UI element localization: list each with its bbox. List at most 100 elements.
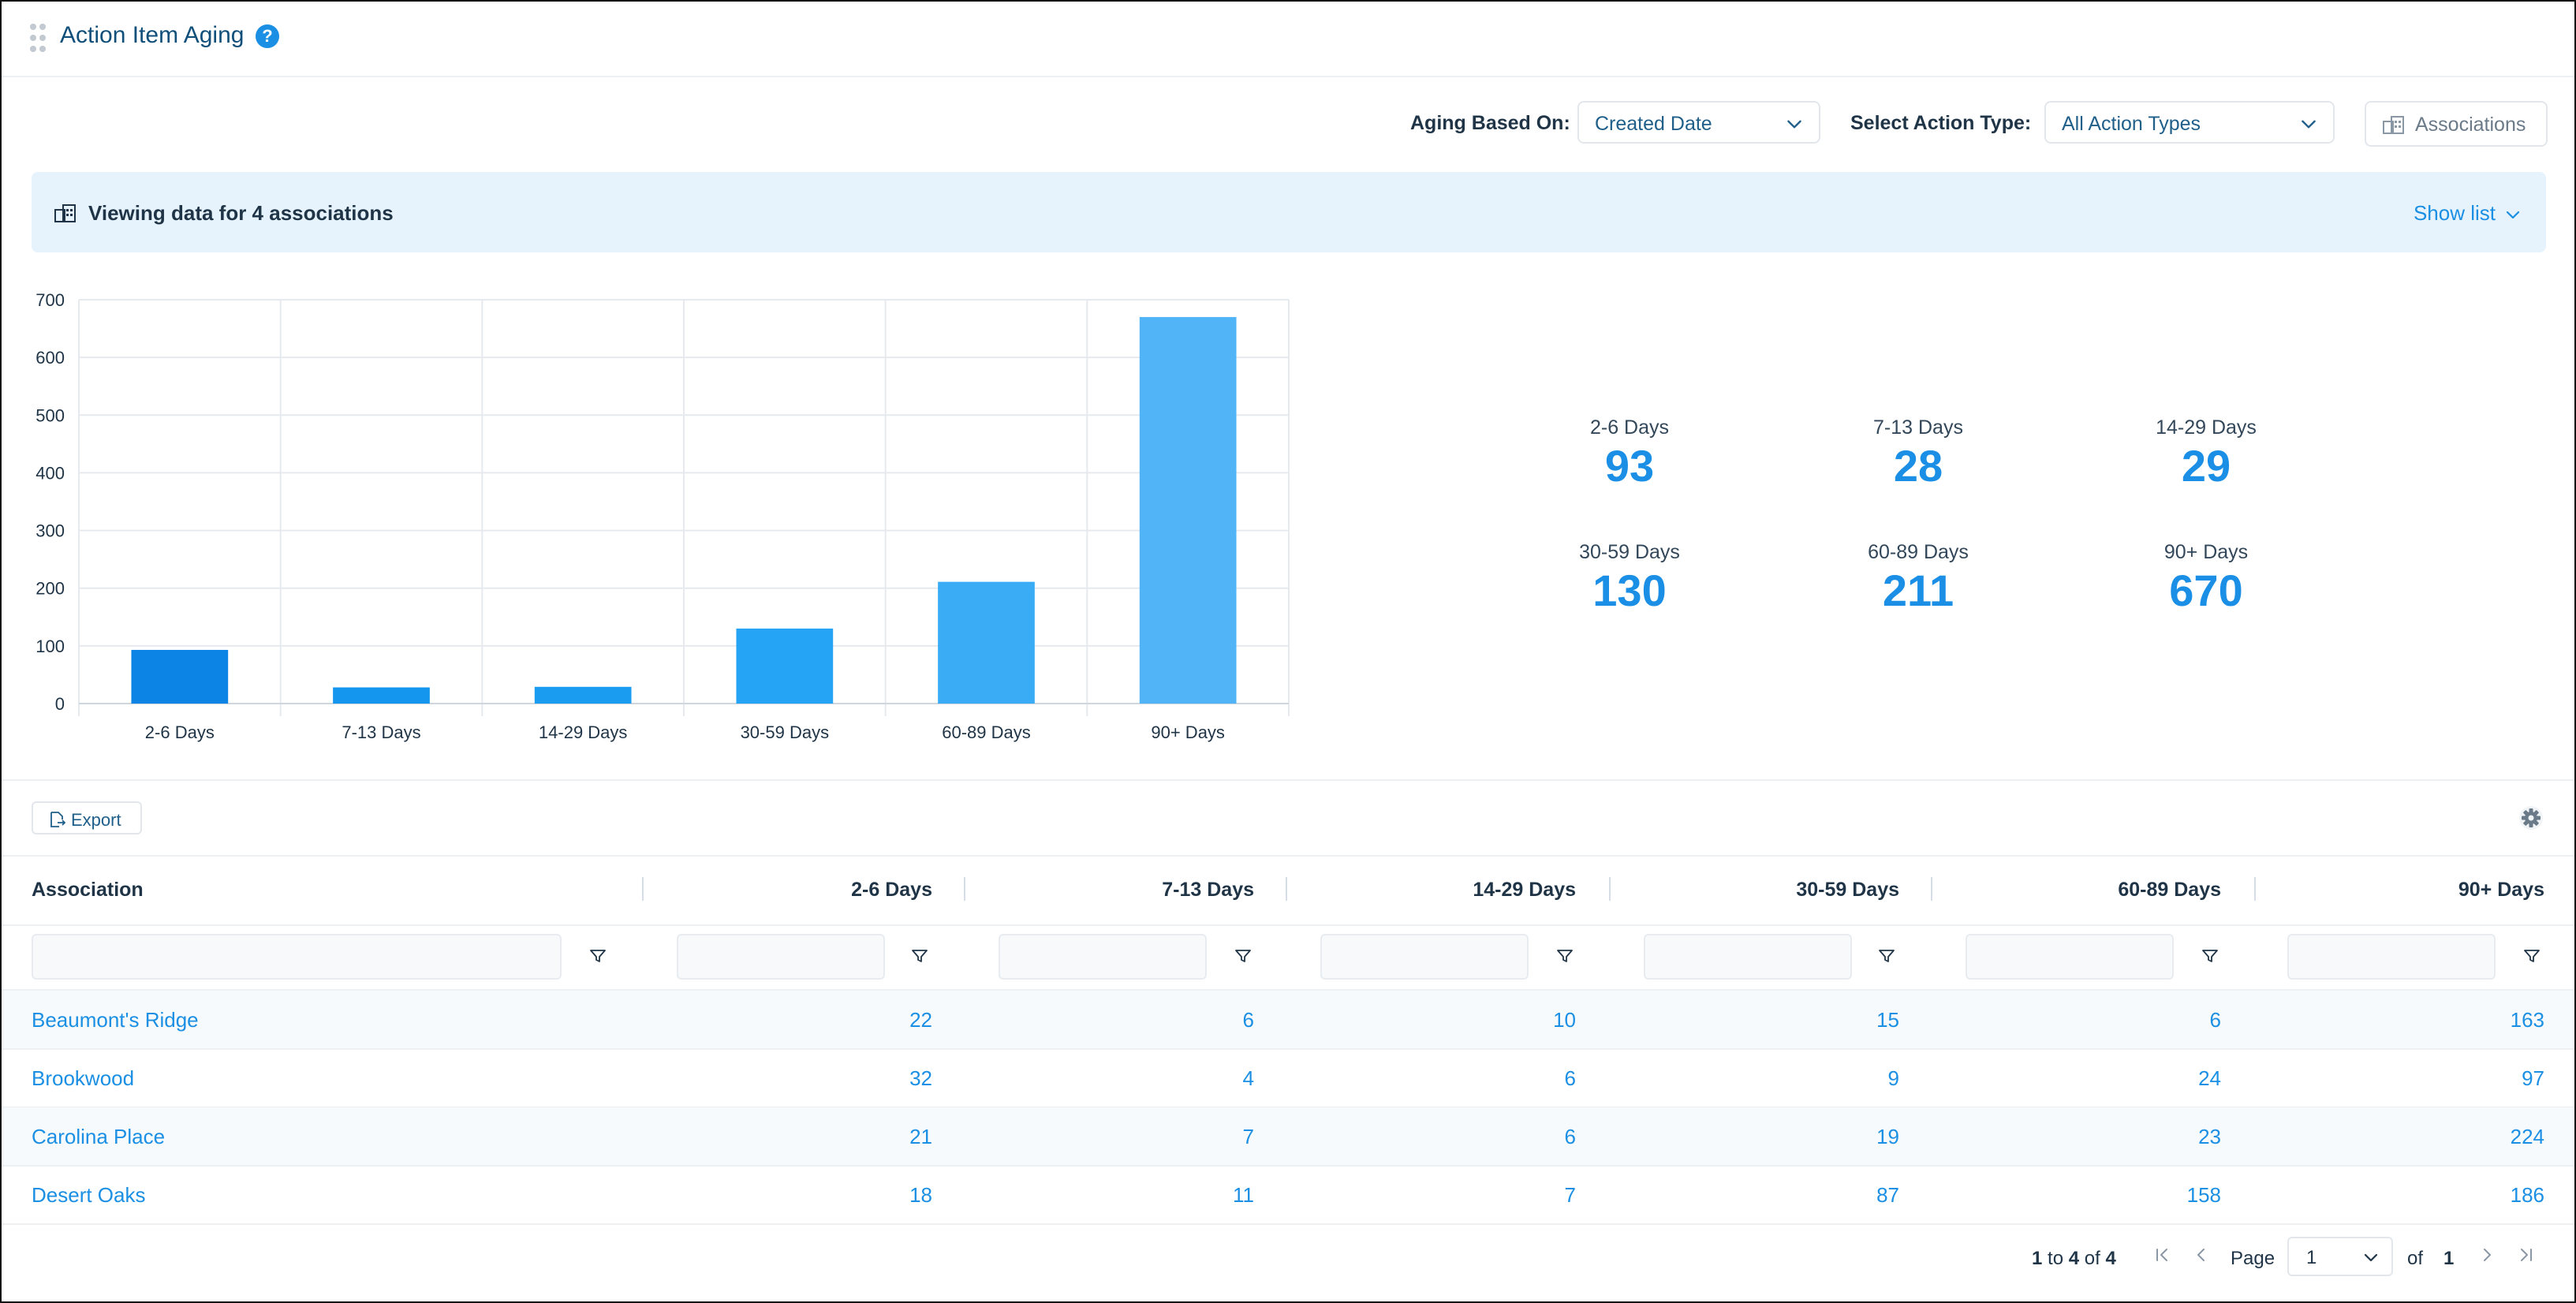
aging-based-on-select[interactable]: Created Date <box>1577 101 1820 144</box>
table-cell: 163 <box>2510 1008 2544 1032</box>
filter-icon[interactable] <box>1234 946 1253 965</box>
aging-based-on-value: Created Date <box>1595 113 1712 135</box>
table-cell: 22 <box>909 1008 932 1032</box>
filter-icon[interactable] <box>1877 946 1896 965</box>
page-select[interactable]: 1 <box>2287 1237 2393 1276</box>
column-filter-input[interactable] <box>677 934 885 980</box>
column-filter-input[interactable] <box>1966 934 2174 980</box>
help-icon[interactable]: ? <box>256 24 279 48</box>
column-resize-handle[interactable] <box>2254 877 2256 901</box>
aging-bar-chart: 0 100 200 300 400 500 600 700 2-6 Days 7-13 Days 1… <box>35 290 1290 742</box>
column-resize-handle[interactable] <box>1931 877 1932 901</box>
buildings-icon <box>2383 116 2404 134</box>
column-header[interactable]: 2-6 Days <box>851 879 932 901</box>
filter-icon[interactable] <box>910 946 929 965</box>
export-label: Export <box>71 810 121 830</box>
filter-icon[interactable] <box>588 946 607 965</box>
prev-page-icon[interactable] <box>2190 1243 2213 1267</box>
aging-based-on-label: Aging Based On: <box>1410 112 1570 134</box>
table-cell: 7 <box>1564 1183 1576 1207</box>
x-tick-label: 30-59 Days <box>741 722 830 742</box>
bar[interactable] <box>534 686 632 704</box>
table-cell: 186 <box>2510 1183 2544 1207</box>
next-page-icon[interactable] <box>2475 1243 2499 1267</box>
y-tick-label: 500 <box>35 405 65 425</box>
show-list-toggle[interactable]: Show list <box>2414 201 2522 226</box>
table-cell: 87 <box>1876 1183 1899 1207</box>
associations-button[interactable]: Associations <box>2365 101 2548 147</box>
x-tick-label: 14-29 Days <box>539 722 628 742</box>
bar[interactable] <box>333 687 430 704</box>
gear-icon[interactable] <box>2518 805 2544 831</box>
table-row[interactable]: Beaumont's Ridge 22 6 10 15 6 163 <box>2 991 2574 1050</box>
table-cell: 11 <box>1233 1183 1254 1207</box>
summary-label: 30-59 Days <box>1579 541 1680 563</box>
page-label: Page <box>2231 1248 2275 1269</box>
first-page-icon[interactable] <box>2150 1243 2174 1267</box>
y-tick-label: 700 <box>35 290 65 310</box>
bar[interactable] <box>1139 316 1237 704</box>
page-select-value: 1 <box>2306 1247 2317 1268</box>
drag-handle-icon[interactable] <box>30 24 47 52</box>
column-filter-input[interactable] <box>999 934 1207 980</box>
bar[interactable] <box>131 649 229 704</box>
summary-value: 93 <box>1604 441 1655 491</box>
column-header[interactable]: 30-59 Days <box>1796 879 1899 901</box>
x-tick-label: 7-13 Days <box>342 722 420 742</box>
table-cell: 21 <box>909 1125 932 1148</box>
table-cell: 32 <box>909 1066 932 1090</box>
association-link[interactable]: Brookwood <box>32 1066 135 1090</box>
filter-icon[interactable] <box>1555 946 1574 965</box>
column-header[interactable]: 60-89 Days <box>2118 879 2221 901</box>
column-resize-handle[interactable] <box>964 877 965 901</box>
bar[interactable] <box>938 581 1035 704</box>
summary-value: 28 <box>1893 441 1943 491</box>
table-cell: 4 <box>1242 1066 1254 1090</box>
column-filter-input[interactable] <box>1644 934 1852 980</box>
bar[interactable] <box>736 628 834 704</box>
association-link[interactable]: Carolina Place <box>32 1125 166 1148</box>
table-cell: 6 <box>1564 1125 1576 1148</box>
export-button[interactable]: Export <box>32 801 142 834</box>
chevron-down-icon <box>1787 120 1801 129</box>
banner-text: Viewing data for 4 associations <box>88 201 394 225</box>
filter-icon[interactable] <box>2201 946 2219 965</box>
column-filter-input[interactable] <box>2287 934 2496 980</box>
buildings-icon <box>54 204 76 222</box>
action-type-label: Select Action Type: <box>1850 112 2032 134</box>
table-cell: 9 <box>1887 1066 1899 1090</box>
summary-value: 29 <box>2181 441 2231 491</box>
table-cell: 23 <box>2198 1125 2221 1148</box>
column-resize-handle[interactable] <box>642 877 644 901</box>
column-filter-input[interactable] <box>1320 934 1529 980</box>
association-link[interactable]: Beaumont's Ridge <box>32 1008 199 1032</box>
table-cell: 6 <box>1564 1066 1576 1090</box>
column-filter-input[interactable] <box>32 934 562 980</box>
column-header[interactable]: Association <box>32 879 144 901</box>
summary-value: 211 <box>1882 566 1954 615</box>
column-header[interactable]: 7-13 Days <box>1162 879 1254 901</box>
action-type-select[interactable]: All Action Types <box>2044 101 2335 144</box>
x-tick-label: 90+ Days <box>1151 722 1225 742</box>
row-from: 1 <box>2032 1248 2043 1269</box>
page-count: 1 <box>2443 1248 2455 1269</box>
export-icon <box>50 812 66 827</box>
association-link[interactable]: Desert Oaks <box>32 1183 146 1207</box>
row-to: 4 <box>2068 1248 2080 1269</box>
filter-icon[interactable] <box>2522 946 2541 965</box>
page-title: Action Item Aging <box>60 22 245 48</box>
column-resize-handle[interactable] <box>1286 877 1287 901</box>
y-tick-label: 600 <box>35 348 65 368</box>
last-page-icon[interactable] <box>2514 1243 2538 1267</box>
column-header[interactable]: 90+ Days <box>2458 879 2544 901</box>
table-row[interactable]: Brookwood 32 4 6 9 24 97 <box>2 1049 2574 1108</box>
column-header[interactable]: 14-29 Days <box>1473 879 1576 901</box>
column-resize-handle[interactable] <box>1609 877 1611 901</box>
table-cell: 7 <box>1242 1125 1254 1148</box>
summary-value: 130 <box>1592 566 1667 615</box>
table-row[interactable]: Desert Oaks 18 11 7 87 158 186 <box>2 1166 2574 1225</box>
table-cell: 6 <box>2209 1008 2221 1032</box>
associations-button-label: Associations <box>2415 114 2526 136</box>
table-row[interactable]: Carolina Place 21 7 6 19 23 224 <box>2 1107 2574 1167</box>
